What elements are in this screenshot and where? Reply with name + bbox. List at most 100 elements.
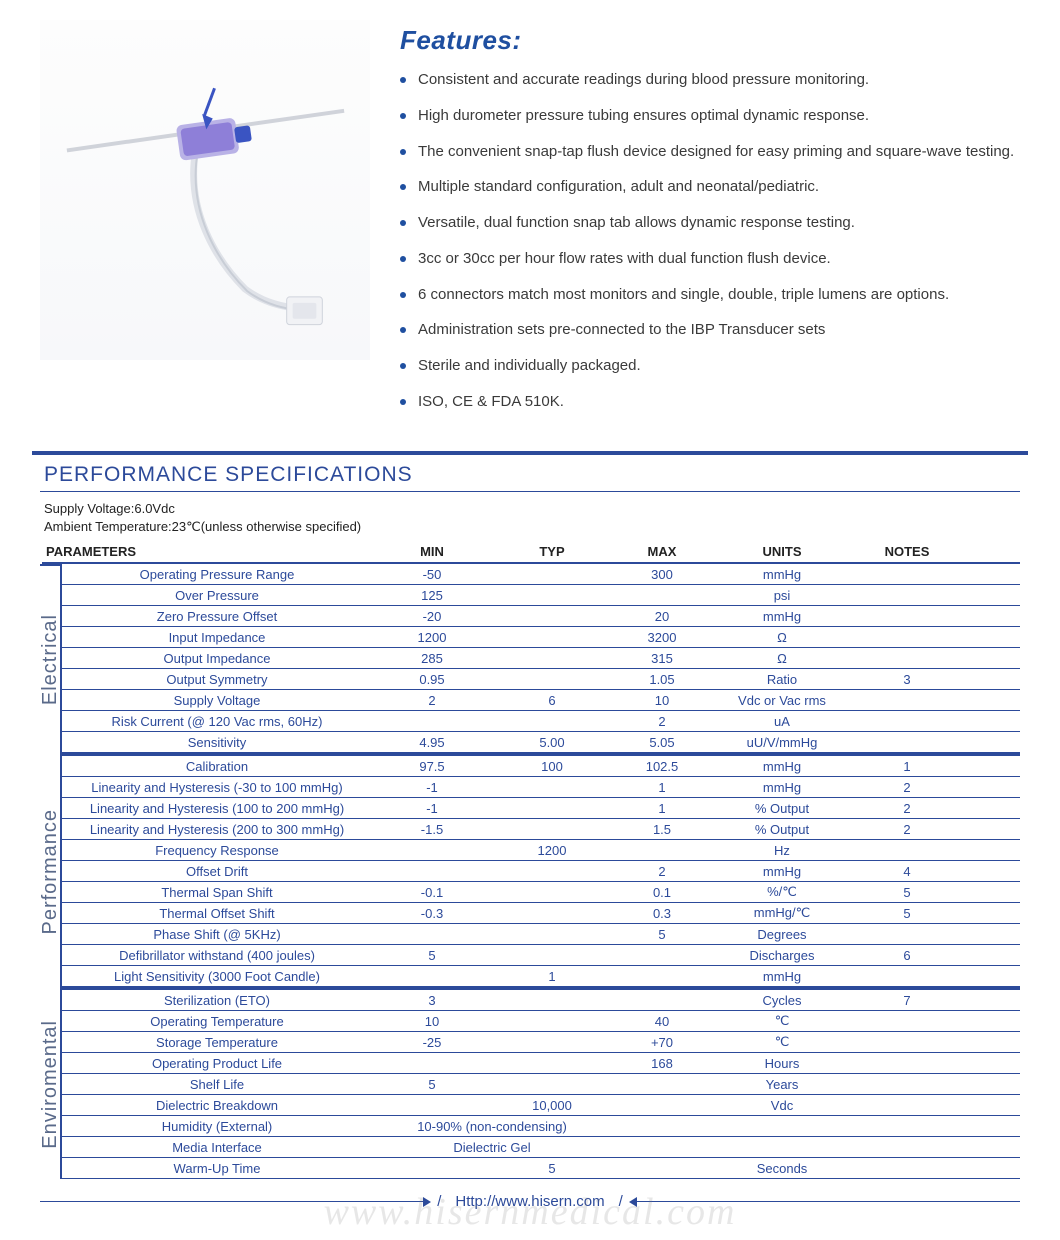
param-max: 3200 [612,628,712,647]
param-typ [492,677,612,681]
param-min: -1 [372,778,492,797]
param-max: 5.05 [612,733,712,752]
param-units: uA [712,712,852,731]
param-units: Ratio [712,670,852,689]
param-notes [852,698,962,702]
param-max: 168 [612,1054,712,1073]
table-row: Operating Pressure Range-50300mmHg [62,564,1020,585]
param-units: uU/V/mmHg [712,733,852,752]
param-typ [492,1061,612,1065]
param-notes: 6 [852,946,962,965]
features-heading: Features: [400,25,1020,56]
table-row: Media InterfaceDielectric Gel [62,1137,1020,1158]
param-notes [852,1166,962,1170]
param-max: 20 [612,607,712,626]
param-typ [492,806,612,810]
param-units: Hz [712,841,852,860]
column-header: PARAMETERS [42,544,372,559]
table-row: Zero Pressure Offset-2020mmHg [62,606,1020,627]
param-notes [852,848,962,852]
table-row: Linearity and Hysteresis (-30 to 100 mmH… [62,777,1020,798]
param-units: ℃ [712,1011,852,1031]
param-typ [492,593,612,597]
param-max: 1.05 [612,670,712,689]
param-name: Media Interface [62,1138,372,1157]
param-min [372,869,492,873]
table-row: Storage Temperature-25+70℃ [62,1032,1020,1053]
param-units: Vdc [712,1096,852,1115]
product-image [40,20,370,360]
param-typ [492,998,612,1002]
footer-url: Http://www.hisern.com [455,1193,604,1210]
param-typ [492,890,612,894]
feature-item: 3cc or 30cc per hour flow rates with dua… [400,247,1020,272]
param-name: Output Symmetry [62,670,372,689]
param-min: 0.95 [372,670,492,689]
param-name: Output Impedance [62,649,372,668]
param-name: Storage Temperature [62,1033,372,1052]
param-notes: 1 [852,757,962,776]
param-typ: 5.00 [492,733,612,752]
param-min: -20 [372,607,492,626]
param-value: Dielectric Gel [372,1138,612,1157]
param-name: Operating Product Life [62,1054,372,1073]
param-min: 285 [372,649,492,668]
param-notes [852,593,962,597]
param-max: 2 [612,712,712,731]
param-units: Hours [712,1054,852,1073]
param-max: 1 [612,799,712,818]
param-name: Sterilization (ETO) [62,991,372,1010]
param-units: Discharges [712,946,852,965]
param-notes [852,719,962,723]
param-typ [492,932,612,936]
param-typ [492,656,612,660]
page-footer: / Http://www.hisern.com / [40,1193,1020,1210]
param-max: 1.5 [612,820,712,839]
param-notes: 5 [852,883,962,902]
param-units: Cycles [712,991,852,1010]
column-header: UNITS [712,544,852,559]
table-row: Risk Current (@ 120 Vac rms, 60Hz)2uA [62,711,1020,732]
param-notes [852,1061,962,1065]
param-units [712,1124,852,1128]
param-min: 97.5 [372,757,492,776]
param-typ: 6 [492,691,612,710]
spec-condition-voltage: Supply Voltage:6.0Vdc [44,500,1020,519]
column-header: MAX [612,544,712,559]
column-header: TYP [492,544,612,559]
table-row: Over Pressure125psi [62,585,1020,606]
param-max: 102.5 [612,757,712,776]
param-max [612,998,712,1002]
param-notes: 5 [852,904,962,923]
param-min [372,848,492,852]
param-min: -0.1 [372,883,492,902]
param-units: mmHg [712,757,852,776]
spec-top-rule [32,451,1028,455]
param-typ [492,614,612,618]
param-name: Defibrillator withstand (400 joules) [62,946,372,965]
param-name: Linearity and Hysteresis (-30 to 100 mmH… [62,778,372,797]
param-notes [852,1082,962,1086]
param-notes: 2 [852,799,962,818]
param-name: Over Pressure [62,586,372,605]
param-max: 315 [612,649,712,668]
param-value: 10-90% (non-condensing) [372,1117,612,1136]
param-notes: 2 [852,778,962,797]
param-typ [492,827,612,831]
param-typ: 10,000 [492,1096,612,1115]
param-notes [852,572,962,576]
param-min: 2 [372,691,492,710]
param-min: 10 [372,1012,492,1031]
param-min [372,1061,492,1065]
param-units: %/℃ [712,882,852,902]
footer-rule-left [40,1201,423,1202]
feature-item: Administration sets pre-connected to the… [400,318,1020,343]
param-name: Shelf Life [62,1075,372,1094]
param-units [712,1145,852,1149]
param-units: mmHg/℃ [712,903,852,923]
param-min [372,719,492,723]
feature-item: Versatile, dual function snap tab allows… [400,211,1020,236]
table-row: Shelf Life5Years [62,1074,1020,1095]
table-row: Linearity and Hysteresis (200 to 300 mmH… [62,819,1020,840]
param-max: 300 [612,565,712,584]
